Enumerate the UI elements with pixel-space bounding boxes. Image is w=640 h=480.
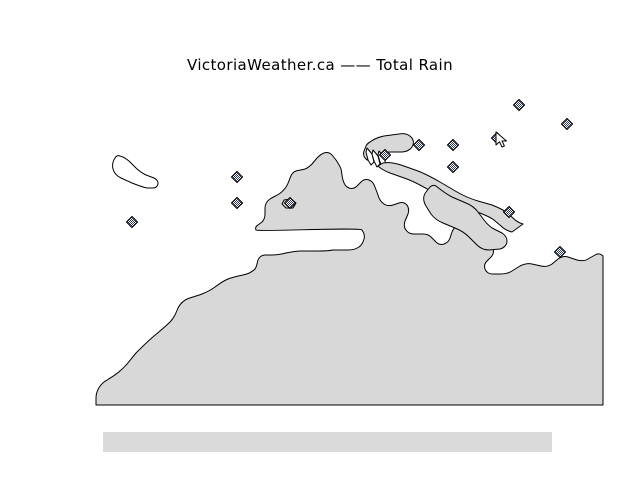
station-marker[interactable]: [125, 215, 139, 229]
station-marker[interactable]: [230, 170, 244, 184]
station-marker[interactable]: [412, 138, 426, 152]
station-marker[interactable]: [283, 196, 297, 210]
unfilled-island-outline: [112, 155, 159, 189]
station-marker[interactable]: [512, 98, 526, 112]
station-marker[interactable]: [502, 205, 516, 219]
station-marker-group[interactable]: [125, 98, 574, 259]
station-marker[interactable]: [490, 131, 504, 145]
station-marker[interactable]: [560, 117, 574, 131]
station-marker[interactable]: [230, 196, 244, 210]
page-title: VictoriaWeather.ca —— Total Rain: [186, 56, 453, 74]
station-marker[interactable]: [446, 138, 460, 152]
mainland-landmass: [95, 152, 604, 406]
lower-lobe: [423, 184, 508, 251]
rainfall-colorbar[interactable]: [103, 432, 552, 452]
station-marker[interactable]: [446, 160, 460, 174]
station-marker[interactable]: [553, 245, 567, 259]
station-marker[interactable]: [378, 148, 392, 162]
